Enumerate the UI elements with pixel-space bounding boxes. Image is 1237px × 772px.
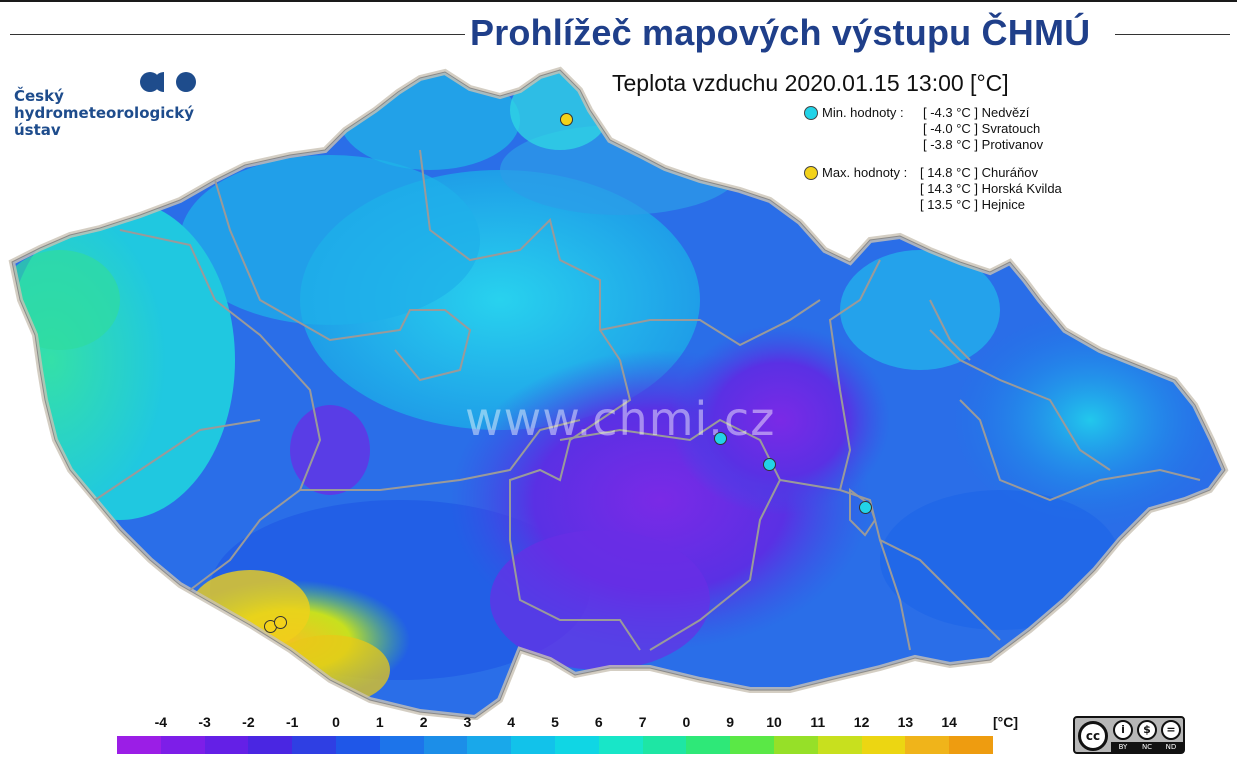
color-scale-label: 7 bbox=[638, 714, 647, 730]
color-scale-cell bbox=[598, 736, 643, 754]
watermark: www.chmi.cz bbox=[465, 392, 776, 446]
color-scale-unit: [°C] bbox=[993, 714, 1019, 730]
color-scale-label: 1 bbox=[375, 714, 384, 730]
color-scale-label: 3 bbox=[463, 714, 472, 730]
max-value: [ 13.5 °C ] bbox=[920, 197, 978, 212]
min-value: [ -4.0 °C ] bbox=[923, 121, 979, 136]
license-tag: ND bbox=[1165, 743, 1177, 751]
color-scale-cell bbox=[642, 736, 687, 754]
color-scale-labels: -4 -3 -2 -1 0 1 2 3 4 5 6 7 0 9 10 11 12 13 14 bbox=[117, 714, 993, 734]
license-tag: NC bbox=[1141, 743, 1153, 751]
color-scale-cell bbox=[204, 736, 249, 754]
page-title: Prohlížeč mapových výstupu ČHMÚ bbox=[470, 12, 1091, 53]
region-borders bbox=[94, 149, 1201, 651]
color-scale-label: 9 bbox=[726, 714, 735, 730]
max-station: Hejnice bbox=[981, 197, 1025, 212]
logo-line-3: ústav bbox=[14, 121, 61, 139]
min-entry: [ -3.8 °C ] Protivanov bbox=[923, 137, 1043, 153]
min-entry: [ -4.0 °C ] Svratouch bbox=[923, 121, 1040, 137]
temperature-map bbox=[0, 60, 1237, 720]
cc-icon: cc bbox=[1078, 721, 1108, 751]
color-scale-cell bbox=[773, 736, 818, 754]
color-scale-label: 11 bbox=[810, 714, 826, 730]
logo-line-1: Český bbox=[14, 87, 64, 105]
min-station: Nedvězí bbox=[981, 105, 1030, 120]
color-scale-cell bbox=[379, 736, 424, 754]
max-station-marker[interactable] bbox=[560, 113, 573, 126]
noncommercial-icon: $ bbox=[1137, 720, 1157, 740]
color-scale-cell bbox=[730, 736, 774, 754]
noderivatives-icon: = bbox=[1161, 720, 1181, 740]
color-scale-label: 4 bbox=[507, 714, 516, 730]
title-divider-right bbox=[1115, 34, 1230, 35]
color-scale-label: 12 bbox=[853, 714, 870, 730]
color-scale-cell bbox=[117, 736, 161, 754]
color-scale-cell bbox=[949, 736, 993, 754]
color-scale-label: -1 bbox=[285, 714, 299, 730]
max-marker-icon bbox=[804, 166, 818, 180]
color-scale-cell bbox=[467, 736, 512, 754]
min-entry: [ -4.3 °C ] Nedvězí bbox=[923, 105, 1029, 121]
cc-license-badge[interactable]: cc i $ = BY NC ND bbox=[1073, 716, 1185, 754]
license-tag-strip bbox=[1111, 742, 1183, 753]
attribution-icon: i bbox=[1113, 720, 1133, 740]
color-scale-label: 0 bbox=[682, 714, 691, 730]
title-divider-left bbox=[10, 34, 465, 35]
max-entry: [ 13.5 °C ] Hejnice bbox=[920, 197, 1025, 213]
max-station-marker[interactable] bbox=[274, 616, 287, 629]
max-value: [ 14.3 °C ] bbox=[920, 181, 978, 196]
color-scale-label: -2 bbox=[242, 714, 255, 730]
map-canvas bbox=[0, 60, 1237, 720]
min-station-marker[interactable] bbox=[859, 501, 872, 514]
min-station: Svratouch bbox=[981, 121, 1041, 136]
logo-dots-icon bbox=[140, 72, 196, 92]
color-scale-cell bbox=[686, 736, 731, 754]
color-scale-cell bbox=[554, 736, 599, 754]
color-scale-label: 10 bbox=[766, 714, 782, 730]
color-scale-label: -4 bbox=[154, 714, 168, 730]
color-scale-cell bbox=[160, 736, 205, 754]
color-scale-cell bbox=[423, 736, 468, 754]
color-scale-cell bbox=[292, 736, 336, 754]
color-scale-cell bbox=[511, 736, 555, 754]
max-value: [ 14.8 °C ] bbox=[920, 165, 978, 180]
min-station: Protivanov bbox=[981, 137, 1044, 152]
color-scale-label: -3 bbox=[198, 714, 211, 730]
map-title: Teplota vzduchu 2020.01.15 13:00 [°C] bbox=[612, 70, 1009, 96]
color-scale-cell bbox=[248, 736, 293, 754]
color-scale-cell bbox=[861, 736, 906, 754]
min-value: [ -4.3 °C ] bbox=[923, 105, 979, 120]
color-scale-label: 6 bbox=[594, 714, 603, 730]
color-scale-bar bbox=[117, 736, 993, 754]
chmi-logo: Český hydrometeorologický ústav bbox=[14, 70, 224, 150]
min-label: Min. hodnoty : bbox=[822, 105, 904, 120]
color-scale-label: 14 bbox=[941, 714, 957, 730]
color-scale-cell bbox=[335, 736, 380, 754]
max-station: Horská Kvilda bbox=[981, 181, 1062, 196]
logo-text: Český hydrometeorologický ústav bbox=[14, 88, 194, 139]
max-entry: [ 14.8 °C ] Churáňov bbox=[920, 165, 1038, 181]
color-scale-cell bbox=[817, 736, 862, 754]
min-marker-icon bbox=[804, 106, 818, 120]
top-border bbox=[0, 0, 1237, 2]
max-entry: [ 14.3 °C ] Horská Kvilda bbox=[920, 181, 1062, 197]
logo-line-2: hydrometeorologický bbox=[14, 104, 195, 122]
max-label: Max. hodnoty : bbox=[822, 165, 908, 180]
color-scale-label: 2 bbox=[419, 714, 428, 730]
color-scale-label: 5 bbox=[551, 714, 559, 730]
max-station: Churáňov bbox=[981, 165, 1038, 180]
min-value: [ -3.8 °C ] bbox=[923, 137, 979, 152]
min-station-marker[interactable] bbox=[714, 432, 727, 445]
color-scale-label: 0 bbox=[332, 714, 340, 730]
title-bar: Prohlížeč mapových výstupu ČHMÚ bbox=[0, 8, 1237, 60]
color-scale-cell bbox=[905, 736, 950, 754]
color-scale-label: 13 bbox=[897, 714, 914, 730]
license-tag: BY bbox=[1118, 743, 1128, 751]
min-station-marker[interactable] bbox=[763, 458, 776, 471]
